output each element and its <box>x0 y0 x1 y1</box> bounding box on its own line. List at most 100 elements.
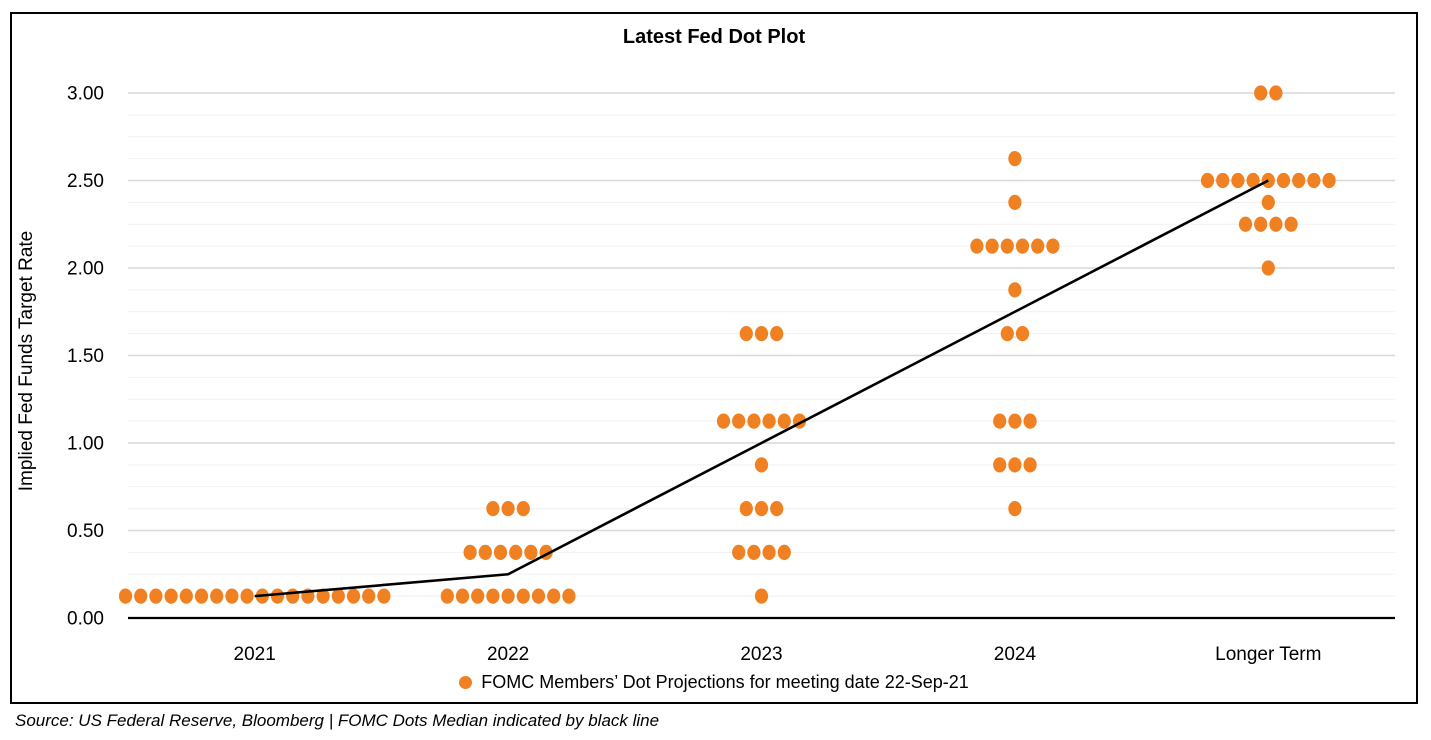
y-axis-tick-labels: 0.00 0.50 1.00 1.50 2.00 2.50 3.00 <box>67 84 104 630</box>
fomc-dot <box>1046 238 1060 254</box>
fomc-dot <box>1000 326 1014 342</box>
fomc-dot <box>1008 194 1022 210</box>
dot-projections <box>118 85 1336 604</box>
x-category-label: 2022 <box>487 644 529 665</box>
fomc-dot <box>716 413 731 429</box>
fomc-dot <box>501 501 515 517</box>
y-tick-label: 0.50 <box>67 521 104 542</box>
fomc-dot <box>732 413 746 429</box>
fomc-dot <box>1008 151 1022 167</box>
fomc-dot <box>970 238 984 254</box>
fomc-dot <box>739 501 753 517</box>
fomc-dot <box>1246 172 1260 189</box>
fomc-dot <box>1023 457 1037 473</box>
fomc-dot <box>1261 260 1275 276</box>
y-tick-label: 3.00 <box>67 84 104 105</box>
fomc-dot <box>1000 238 1014 254</box>
fomc-dot <box>1023 413 1037 429</box>
fomc-dot <box>377 588 391 604</box>
fomc-dot <box>993 413 1007 429</box>
fomc-dot <box>509 544 523 560</box>
fomc-dot <box>331 588 345 604</box>
fomc-dot <box>531 588 546 604</box>
fomc-dot <box>316 588 330 604</box>
fomc-dot <box>1276 172 1291 189</box>
fomc-dot <box>134 588 148 604</box>
median-line <box>254 179 1269 598</box>
x-category-label: Longer Term <box>1215 644 1321 665</box>
fomc-dot <box>455 588 470 604</box>
x-category-label: 2023 <box>740 644 782 665</box>
fomc-dot <box>516 588 530 604</box>
fomc-dot <box>732 544 746 560</box>
fomc-dot <box>471 588 485 604</box>
fomc-dot <box>210 588 224 604</box>
fomc-dot <box>270 588 285 604</box>
fomc-dot <box>225 588 239 604</box>
fomc-dot <box>1307 172 1321 189</box>
fomc-dot <box>754 588 769 604</box>
fomc-dot <box>993 457 1007 473</box>
fomc-dot <box>118 588 133 604</box>
fomc-dot <box>1254 216 1268 232</box>
fomc-dot <box>501 588 515 604</box>
fomc-dot <box>1269 85 1283 101</box>
fomc-dot <box>747 544 761 560</box>
legend-marker-icon <box>459 676 473 689</box>
fomc-dot <box>1322 172 1336 189</box>
fomc-dot <box>1216 172 1230 189</box>
fomc-dot <box>1261 194 1275 210</box>
fomc-dot <box>754 501 769 517</box>
y-tick-label: 0.00 <box>67 609 104 630</box>
fomc-dot <box>777 413 791 429</box>
fomc-dot <box>1015 326 1030 342</box>
fomc-dot <box>777 544 791 560</box>
fomc-dot <box>1231 172 1245 189</box>
fomc-dot <box>1254 85 1268 101</box>
chart-border <box>10 12 1418 704</box>
fomc-dot <box>770 501 784 517</box>
fomc-dot <box>754 326 769 342</box>
fomc-dot <box>762 413 776 429</box>
fomc-dot <box>164 588 178 604</box>
fomc-dot <box>1269 216 1283 232</box>
fomc-dot <box>486 588 500 604</box>
x-axis-category-labels: 2021 2022 2023 2024 Longer Term <box>234 644 1322 665</box>
fomc-dot <box>1200 172 1215 189</box>
fomc-dot <box>762 544 776 560</box>
fomc-dot <box>194 588 209 604</box>
fomc-dot <box>1238 216 1253 232</box>
fomc-dot <box>739 326 753 342</box>
fomc-dot <box>286 588 300 604</box>
fomc-dot <box>1008 282 1022 298</box>
fomc-dot <box>1292 172 1306 189</box>
fomc-dot <box>463 544 477 560</box>
fomc-dot <box>747 413 761 429</box>
fomc-dot <box>179 588 193 604</box>
y-tick-label: 2.00 <box>67 259 104 280</box>
source-note: Source: US Federal Reserve, Bloomberg | … <box>15 711 660 730</box>
fomc-dot <box>1008 413 1022 429</box>
fomc-dot <box>985 238 999 254</box>
fomc-dot <box>1008 501 1022 517</box>
x-category-label: 2021 <box>234 644 276 665</box>
x-category-label: 2024 <box>994 644 1037 665</box>
chart-title: Latest Fed Dot Plot <box>622 26 806 48</box>
fomc-dot <box>754 457 769 473</box>
fomc-dot <box>1015 238 1030 254</box>
fomc-dot <box>516 501 530 517</box>
major-gridlines <box>128 92 1395 619</box>
fomc-dot <box>149 588 163 604</box>
fomc-dot <box>362 588 376 604</box>
fomc-dot <box>346 588 361 604</box>
fomc-dot <box>486 501 500 517</box>
y-tick-label: 1.00 <box>67 434 104 455</box>
fomc-dot <box>770 326 784 342</box>
fomc-dot <box>240 588 254 604</box>
legend-label: FOMC Members’ Dot Projections for meetin… <box>481 672 969 692</box>
y-tick-label: 2.50 <box>67 171 104 192</box>
fomc-dot <box>1008 457 1022 473</box>
fomc-dot <box>478 544 492 560</box>
